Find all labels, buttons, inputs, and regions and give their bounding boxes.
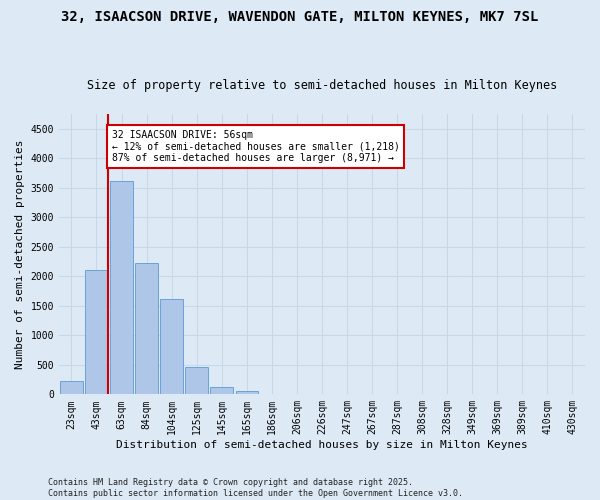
Bar (85, 270, 108, 394)
Title: Size of property relative to semi-detached houses in Milton Keynes: Size of property relative to semi-detach… (87, 79, 557, 92)
Y-axis label: Number of semi-detached properties: Number of semi-detached properties (15, 140, 25, 369)
Bar (160, 298, 183, 394)
Bar (236, 391, 258, 394)
X-axis label: Distribution of semi-detached houses by size in Milton Keynes: Distribution of semi-detached houses by … (116, 440, 528, 450)
Text: Contains HM Land Registry data © Crown copyright and database right 2025.
Contai: Contains HM Land Registry data © Crown c… (48, 478, 463, 498)
Bar (136, 264, 158, 394)
Bar (211, 386, 233, 394)
Text: 32, ISAACSON DRIVE, WAVENDON GATE, MILTON KEYNES, MK7 7SL: 32, ISAACSON DRIVE, WAVENDON GATE, MILTO… (61, 10, 539, 24)
Text: 32 ISAACSON DRIVE: 56sqm
← 12% of semi-detached houses are smaller (1,218)
87% o: 32 ISAACSON DRIVE: 56sqm ← 12% of semi-d… (112, 130, 400, 163)
Bar (185, 367, 208, 394)
Bar (60, 381, 83, 394)
Bar (110, 180, 133, 394)
